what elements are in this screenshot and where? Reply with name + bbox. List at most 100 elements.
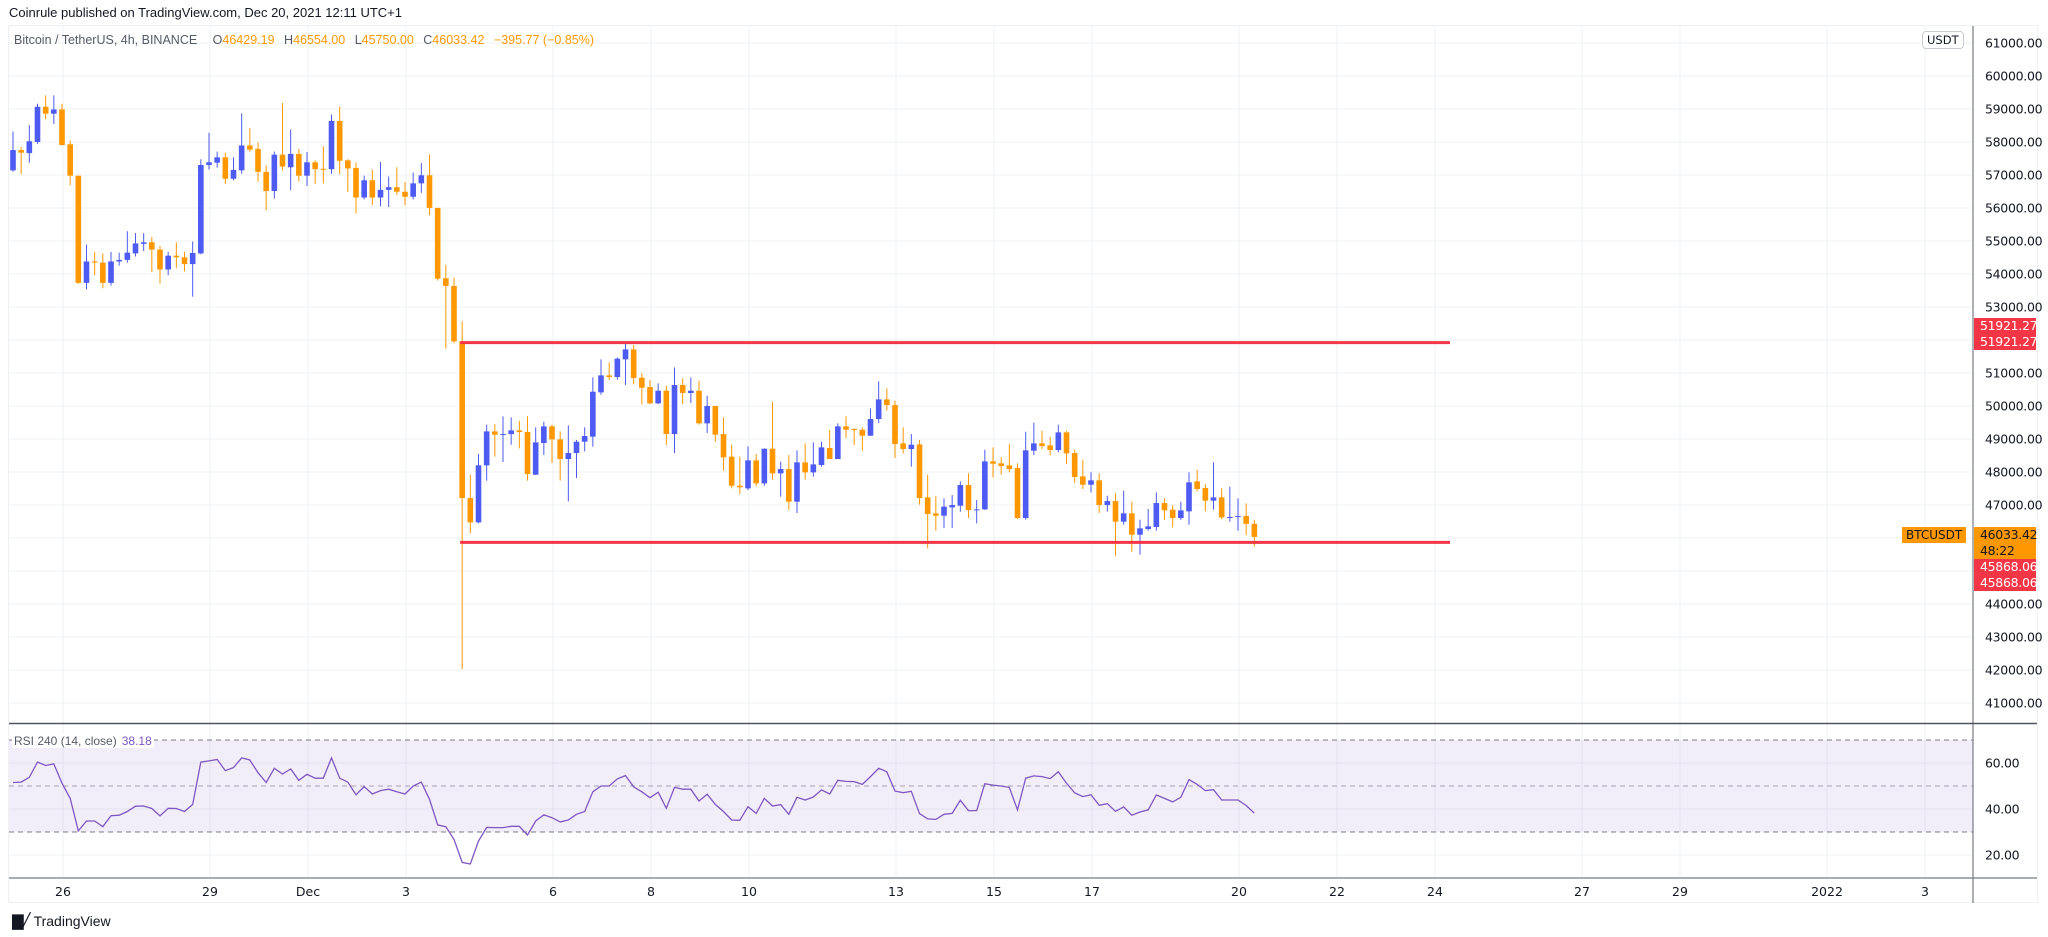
candle[interactable]	[18, 146, 24, 175]
candle[interactable]	[345, 159, 351, 192]
candle[interactable]	[418, 163, 425, 193]
candle[interactable]	[75, 175, 82, 284]
candle[interactable]	[549, 424, 555, 464]
candle[interactable]	[851, 428, 857, 446]
candle[interactable]	[361, 175, 367, 200]
candle[interactable]	[492, 424, 498, 457]
candle[interactable]	[1194, 469, 1200, 492]
candle[interactable]	[1129, 501, 1135, 552]
candle[interactable]	[720, 417, 727, 471]
candle[interactable]	[67, 140, 73, 186]
candle[interactable]	[769, 401, 776, 480]
candle[interactable]	[728, 444, 735, 489]
candle[interactable]	[663, 385, 670, 446]
candle[interactable]	[304, 151, 310, 187]
candle[interactable]	[451, 277, 457, 344]
candle[interactable]	[1071, 449, 1078, 484]
candle[interactable]	[124, 231, 131, 263]
candle[interactable]	[516, 420, 523, 449]
candle[interactable]	[745, 446, 751, 491]
candle[interactable]	[1031, 422, 1037, 456]
candle[interactable]	[279, 102, 286, 171]
candle[interactable]	[312, 160, 318, 185]
candle[interactable]	[426, 154, 433, 216]
candle[interactable]	[1243, 503, 1249, 536]
candle[interactable]	[557, 431, 563, 481]
candle[interactable]	[908, 434, 915, 467]
candle[interactable]	[181, 251, 188, 272]
candle[interactable]	[688, 377, 694, 404]
candle[interactable]	[875, 381, 882, 424]
candle[interactable]	[761, 448, 768, 486]
candle[interactable]	[647, 380, 653, 405]
candle[interactable]	[26, 125, 33, 163]
rsi-legend[interactable]: RSI 240 (14, close) 38.18	[12, 734, 154, 748]
candle[interactable]	[336, 106, 343, 175]
candle[interactable]	[402, 182, 408, 206]
candle[interactable]	[34, 103, 41, 144]
candle[interactable]	[843, 416, 849, 439]
candle[interactable]	[818, 441, 825, 467]
candle[interactable]	[10, 131, 16, 172]
candle[interactable]	[328, 114, 335, 174]
candle[interactable]	[941, 498, 947, 529]
candle[interactable]	[1120, 490, 1127, 525]
candle[interactable]	[622, 342, 629, 386]
candle[interactable]	[222, 152, 229, 185]
candle[interactable]	[598, 359, 604, 395]
candle[interactable]	[198, 159, 204, 255]
candle[interactable]	[353, 162, 359, 214]
candle[interactable]	[140, 233, 147, 252]
candle[interactable]	[826, 430, 833, 460]
candle[interactable]	[1161, 498, 1168, 520]
candle[interactable]	[394, 167, 400, 195]
candle[interactable]	[737, 456, 743, 495]
candle[interactable]	[859, 427, 866, 451]
candle[interactable]	[108, 251, 114, 286]
candle[interactable]	[1104, 495, 1111, 512]
candle[interactable]	[1055, 424, 1062, 453]
candle[interactable]	[1022, 431, 1029, 520]
candle[interactable]	[982, 449, 988, 511]
candle[interactable]	[1096, 473, 1102, 514]
candle[interactable]	[924, 474, 931, 549]
candle[interactable]	[990, 447, 996, 478]
candle[interactable]	[410, 172, 416, 200]
candle[interactable]	[1218, 488, 1225, 520]
candle[interactable]	[581, 427, 588, 452]
candle[interactable]	[475, 454, 482, 524]
candle[interactable]	[524, 416, 531, 481]
candle[interactable]	[459, 321, 465, 670]
candle[interactable]	[1210, 462, 1217, 510]
candle[interactable]	[132, 233, 139, 257]
candle[interactable]	[671, 367, 678, 454]
candle[interactable]	[541, 421, 547, 456]
candle[interactable]	[434, 207, 441, 281]
candle[interactable]	[1063, 430, 1070, 465]
candle[interactable]	[271, 151, 278, 199]
candle[interactable]	[704, 395, 710, 434]
candle[interactable]	[639, 373, 645, 405]
candle[interactable]	[679, 378, 686, 405]
candle[interactable]	[42, 95, 49, 120]
candle[interactable]	[467, 474, 474, 534]
candle[interactable]	[247, 128, 253, 152]
candle[interactable]	[1169, 505, 1176, 528]
candle[interactable]	[933, 495, 939, 531]
candle[interactable]	[1039, 430, 1045, 450]
candle[interactable]	[753, 454, 759, 487]
candle[interactable]	[835, 423, 841, 460]
candle[interactable]	[230, 157, 237, 181]
candle[interactable]	[892, 400, 898, 459]
candle[interactable]	[500, 416, 506, 463]
candle[interactable]	[1112, 493, 1119, 556]
currency-button[interactable]: USDT	[1922, 31, 1964, 49]
candle[interactable]	[1202, 484, 1209, 512]
candle[interactable]	[867, 408, 874, 436]
candle[interactable]	[900, 427, 906, 454]
footer[interactable]: ▇╱ TradingView	[12, 912, 111, 930]
candle[interactable]	[949, 495, 955, 529]
candle[interactable]	[100, 253, 106, 289]
candle[interactable]	[377, 161, 384, 207]
